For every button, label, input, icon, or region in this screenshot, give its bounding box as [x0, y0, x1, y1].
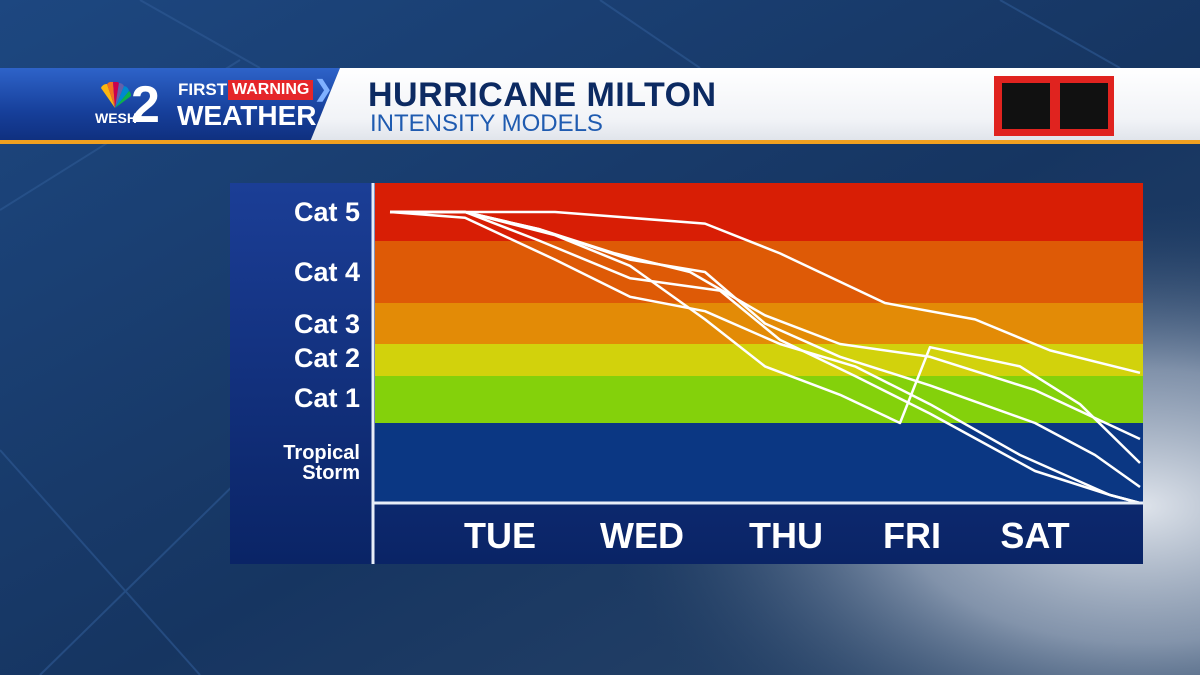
x-tick-label-wed: WED	[600, 515, 684, 556]
model-line-1	[390, 210, 1141, 375]
x-axis-labels: TUE WED THU FRI SAT	[464, 515, 1070, 556]
band-tropical-storm	[375, 423, 1143, 503]
x-tick-label-fri: FRI	[883, 515, 941, 556]
model-lines	[389, 210, 1141, 505]
banner-stripe	[0, 140, 1200, 144]
alert-square-icon	[998, 79, 1054, 133]
first-label: FIRST	[178, 80, 228, 99]
band-cat-2	[375, 344, 1143, 376]
page-title: HURRICANE MILTON	[368, 76, 717, 114]
x-tick-label-tue: TUE	[464, 515, 536, 556]
chevron-right-icon: ❯	[314, 76, 333, 101]
y-tick-label-cat-5: Cat 5	[294, 197, 360, 227]
page-subtitle: INTENSITY MODELS	[370, 110, 603, 137]
peacock-icon	[101, 82, 132, 108]
station-call-letters: WESH	[95, 110, 137, 126]
band-cat-1	[375, 376, 1143, 423]
y-tick-label-cat-3: Cat 3	[294, 309, 360, 339]
band-cat-4	[375, 241, 1143, 303]
y-tick-label-cat-4: Cat 4	[294, 257, 360, 287]
alert-square-icon	[1056, 79, 1112, 133]
station-number: 2	[131, 76, 160, 134]
y-tick-label-tropical-storm: Storm	[302, 462, 360, 484]
header-banner: 2 WESH FIRST WARNING ❯ WEATHER HURRICANE…	[0, 68, 1200, 144]
y-tick-label-cat-2: Cat 2	[294, 343, 360, 373]
alert-indicator	[994, 76, 1114, 136]
model-line-5	[390, 210, 1141, 505]
x-tick-label-thu: THU	[749, 515, 823, 556]
category-bands	[375, 183, 1143, 503]
model-line-4	[389, 210, 1141, 505]
model-line-6	[390, 210, 1141, 464]
x-tick-label-sat: SAT	[1000, 515, 1069, 556]
warning-label: WARNING	[228, 80, 314, 100]
y-tick-label-cat-1: Cat 1	[294, 383, 360, 413]
weather-label: WEATHER	[177, 100, 317, 131]
y-tick-label-tropical-storm: Tropical	[283, 442, 360, 464]
